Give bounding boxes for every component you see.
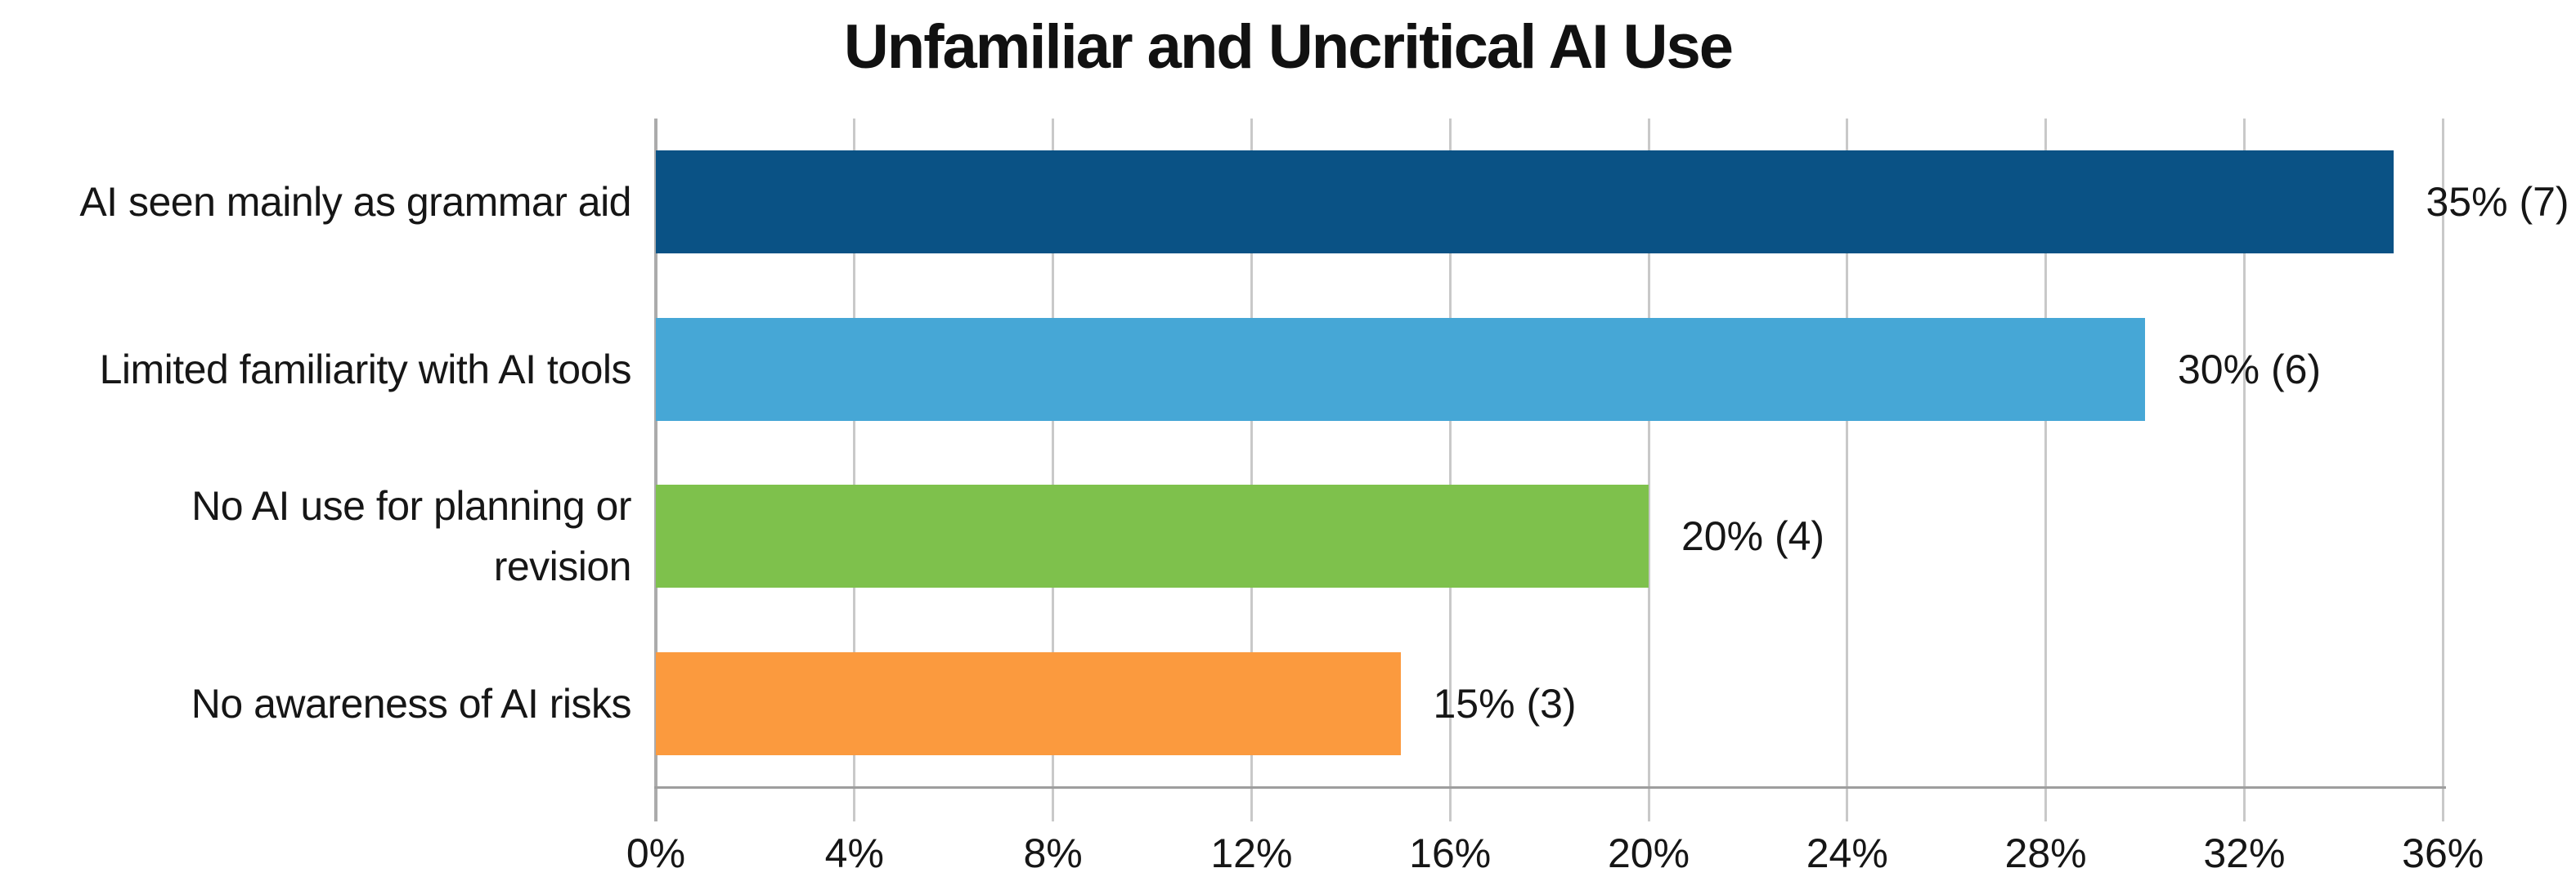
x-tick-label: 36% xyxy=(2402,830,2484,876)
gridline xyxy=(853,119,856,821)
gridline xyxy=(1052,119,1055,821)
x-tick-label: 12% xyxy=(1210,830,1293,876)
value-label: 35% (7) xyxy=(2426,179,2569,226)
category-label: AI seen mainly as grammar aid xyxy=(0,172,631,232)
x-axis-line xyxy=(654,786,2447,789)
bar xyxy=(656,651,1401,755)
chart-title: Unfamiliar and Uncritical AI Use xyxy=(843,12,1734,82)
value-label: 30% (6) xyxy=(2178,346,2322,392)
category-label-line: AI seen mainly as grammar aid xyxy=(79,179,631,226)
x-tick-label: 4% xyxy=(824,830,884,876)
bar xyxy=(656,485,1649,588)
category-label: Limited familiarity with AI tools xyxy=(0,339,632,400)
category-label: No AI use for planning or revision xyxy=(0,476,631,597)
gridline xyxy=(1647,119,1650,821)
gridline xyxy=(1846,119,1849,821)
value-label: 20% (4) xyxy=(1681,513,1825,560)
category-label-line: No awareness of AI risks xyxy=(191,680,632,727)
gridline xyxy=(1250,119,1253,821)
category-label-line: Limited familiarity with AI tools xyxy=(99,346,632,392)
gridline xyxy=(1448,119,1452,821)
x-tick-label: 24% xyxy=(1806,830,1888,876)
x-tick-label: 8% xyxy=(1023,830,1083,876)
bar xyxy=(656,317,2145,421)
x-tick-label: 16% xyxy=(1409,830,1492,876)
x-tick-label: 0% xyxy=(626,830,686,876)
category-label: No awareness of AI risks xyxy=(0,673,632,734)
bar xyxy=(656,150,2394,254)
category-label-line: revision xyxy=(493,544,632,590)
y-axis-line xyxy=(654,119,657,821)
x-tick-label: 32% xyxy=(2203,830,2286,876)
gridline xyxy=(2242,119,2246,821)
x-tick-label: 20% xyxy=(1607,830,1690,876)
gridline xyxy=(2044,119,2048,821)
value-label: 15% (3) xyxy=(1433,680,1577,727)
gridline xyxy=(2441,119,2444,821)
x-tick-label: 28% xyxy=(2004,830,2087,876)
category-label-line: No AI use for planning or xyxy=(191,483,631,530)
